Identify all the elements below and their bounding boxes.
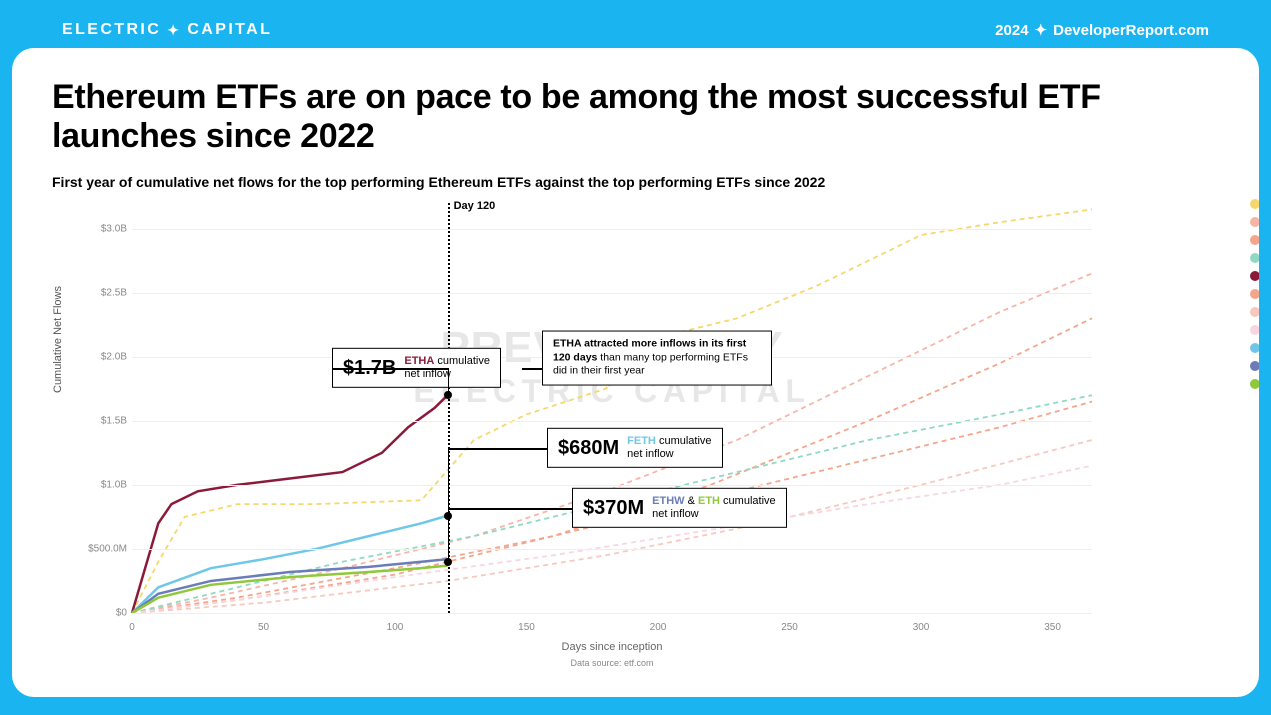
legend-item: JEPQ bbox=[1250, 234, 1259, 246]
legend-item: DUHP bbox=[1250, 252, 1259, 264]
report-link: 2024 ✦ DeveloperReport.com bbox=[995, 21, 1209, 39]
legend-swatch bbox=[1250, 307, 1259, 317]
legend-item: DFIC bbox=[1250, 216, 1259, 228]
legend-item: ETH bbox=[1250, 378, 1259, 390]
header-bar: ELECTRIC ✦ CAPITAL 2024 ✦ DeveloperRepor… bbox=[12, 12, 1259, 48]
x-tick: 100 bbox=[387, 622, 404, 633]
legend-item: FETH bbox=[1250, 342, 1259, 354]
x-tick: 0 bbox=[129, 622, 135, 633]
plot-area: PREVIEW ONLY ELECTRIC CAPITAL Days since… bbox=[132, 203, 1092, 613]
chart-legend: JGLO DFIC JEPQ DUHP ETHA CGDV CGGR TBIL FETH ETHW… bbox=[1250, 198, 1259, 396]
x-tick: 250 bbox=[781, 622, 798, 633]
legend-swatch bbox=[1250, 289, 1259, 299]
legend-swatch bbox=[1250, 325, 1259, 335]
y-tick: $2.5B bbox=[72, 287, 127, 298]
y-tick: $500.0M bbox=[72, 543, 127, 554]
x-tick: 150 bbox=[518, 622, 535, 633]
year-label: 2024 bbox=[995, 22, 1028, 39]
y-tick: $1.5B bbox=[72, 415, 127, 426]
chart-lines bbox=[132, 203, 1092, 613]
bolt-icon: ✦ bbox=[167, 22, 181, 39]
data-source: Data source: etf.com bbox=[570, 658, 653, 668]
x-tick: 300 bbox=[913, 622, 930, 633]
bolt-icon: ✦ bbox=[1035, 21, 1048, 39]
content-card: Ethereum ETFs are on pace to be among th… bbox=[12, 48, 1259, 697]
x-tick: 200 bbox=[650, 622, 667, 633]
legend-swatch bbox=[1250, 217, 1259, 227]
x-axis-label: Days since inception bbox=[562, 641, 663, 653]
y-tick: $0 bbox=[72, 608, 127, 619]
legend-swatch bbox=[1250, 343, 1259, 353]
chart-container: Cumulative Net Flows PREVIEW ONLY ELECTR… bbox=[52, 193, 1219, 677]
y-tick: $2.0B bbox=[72, 351, 127, 362]
page-title: Ethereum ETFs are on pace to be among th… bbox=[52, 78, 1219, 156]
legend-swatch bbox=[1250, 271, 1259, 281]
logo-text-left: ELECTRIC bbox=[62, 21, 161, 39]
slide-frame: ELECTRIC ✦ CAPITAL 2024 ✦ DeveloperRepor… bbox=[0, 0, 1271, 715]
brand-logo: ELECTRIC ✦ CAPITAL bbox=[62, 21, 272, 39]
page-subtitle: First year of cumulative net flows for t… bbox=[52, 174, 1219, 190]
legend-item: ETHW bbox=[1250, 360, 1259, 372]
y-axis-label: Cumulative Net Flows bbox=[52, 286, 64, 393]
legend-swatch bbox=[1250, 235, 1259, 245]
callout-box: $680MFETH cumulativenet inflow bbox=[547, 428, 723, 468]
legend-item: CGDV bbox=[1250, 288, 1259, 300]
day-marker-label: Day 120 bbox=[454, 200, 496, 212]
callout-box: $370METHW & ETH cumulativenet inflow bbox=[572, 488, 787, 528]
url-label: DeveloperReport.com bbox=[1053, 22, 1209, 39]
legend-swatch bbox=[1250, 199, 1259, 209]
legend-swatch bbox=[1250, 361, 1259, 371]
legend-swatch bbox=[1250, 379, 1259, 389]
x-tick: 50 bbox=[258, 622, 269, 633]
y-tick: $1.0B bbox=[72, 479, 127, 490]
legend-item: ETHA bbox=[1250, 270, 1259, 282]
legend-item: TBIL bbox=[1250, 324, 1259, 336]
legend-item: JGLO bbox=[1250, 198, 1259, 210]
annotation-box: ETHA attracted more inflows in its first… bbox=[542, 331, 772, 386]
y-tick: $3.0B bbox=[72, 223, 127, 234]
x-tick: 350 bbox=[1044, 622, 1061, 633]
logo-text-right: CAPITAL bbox=[187, 21, 272, 39]
legend-swatch bbox=[1250, 253, 1259, 263]
legend-item: CGGR bbox=[1250, 306, 1259, 318]
